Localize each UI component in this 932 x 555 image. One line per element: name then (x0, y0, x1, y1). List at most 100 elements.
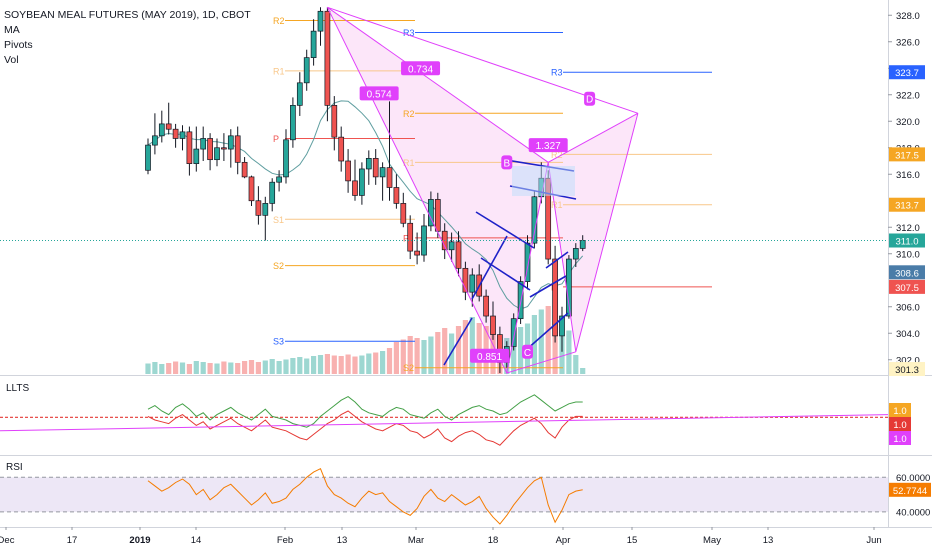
llts-magenta-line (0, 414, 889, 432)
ratio-label-box (401, 61, 441, 76)
candle-body (296, 82, 303, 106)
candle-body (483, 295, 489, 317)
pattern-point-box (584, 91, 596, 106)
chart-title[interactable]: SOYBEAN MEAL FUTURES (MAY 2019), 1D, CBO… (4, 9, 251, 21)
volume-bar (200, 362, 206, 374)
volume-bar (166, 363, 172, 374)
candle-body (255, 200, 262, 216)
indicator-pivots[interactable]: Pivots (4, 39, 33, 51)
pivot-label: S1 (273, 215, 284, 225)
channel-line (480, 257, 531, 291)
candle-body (317, 10, 324, 32)
volume-bar (421, 340, 427, 374)
volume-bar (207, 363, 213, 374)
price-badge (889, 65, 925, 80)
price-tick-label: 306.0 (896, 302, 920, 313)
pattern-point-label: B (503, 158, 510, 169)
time-tick-label: 13 (763, 535, 774, 546)
time-tick-label: Dec (0, 535, 15, 546)
pivot-label: P (273, 134, 279, 144)
candle-body (331, 104, 338, 138)
volume-bar (276, 361, 282, 374)
llts-badge-label: 1.0 (893, 406, 906, 417)
price-tick-label: 304.0 (896, 329, 920, 340)
price-badge-label: 313.7 (895, 201, 919, 212)
volume-bar (352, 356, 358, 374)
volume-bar (186, 364, 192, 374)
candle-body (455, 241, 462, 269)
volume-bar (290, 358, 296, 374)
pivot-label: S3 (273, 337, 284, 347)
volume-bar (145, 363, 151, 374)
rsi-tick-label: 40.0000 (896, 507, 930, 518)
candle-body (365, 158, 372, 170)
price-badge (889, 147, 925, 162)
price-badge (889, 233, 925, 248)
candle-body (448, 241, 455, 251)
price-badge (889, 279, 925, 294)
harmonic-bd-line (547, 112, 639, 163)
ratio-label: 0.851 (477, 352, 502, 363)
ratio-label-box (528, 138, 568, 153)
pattern-point-label: D (586, 95, 593, 106)
candle-body (579, 240, 586, 249)
ratio-label: 0.574 (367, 89, 392, 100)
price-tick-label: 316.0 (896, 170, 920, 181)
candle-body (172, 128, 179, 139)
volume-bar (311, 356, 317, 374)
channel-line (545, 251, 569, 269)
price-badge-label: 307.5 (895, 283, 919, 294)
candle-body (303, 57, 310, 84)
llts-badge (889, 417, 911, 431)
ratio-label: 1.327 (536, 141, 561, 152)
pivot-label: R2 (551, 150, 563, 160)
candle-body (359, 168, 365, 196)
pivot-label: R1 (403, 158, 415, 168)
candle-body (241, 161, 248, 178)
channel-line (443, 317, 473, 366)
pivot-label: R2 (273, 16, 285, 26)
volume-bar (159, 364, 165, 374)
harmonic-ac-line (506, 351, 576, 374)
llts-pane-title[interactable]: LLTS (6, 383, 30, 394)
price-tick-label: 312.0 (896, 223, 920, 234)
candle-body (186, 131, 193, 165)
channel-line (529, 275, 567, 298)
volume-bar (304, 358, 310, 374)
llts-green-line (147, 394, 583, 428)
ratio-label-box (359, 86, 399, 101)
volume-bar (373, 352, 379, 374)
channel-line (471, 235, 508, 300)
volume-bar (324, 354, 330, 374)
candle-body (276, 176, 282, 183)
volume-bar (221, 361, 227, 374)
price-badge (889, 362, 925, 377)
volume-bar (407, 336, 413, 374)
harmonic-xb-line (327, 6, 549, 163)
indicator-ma[interactable]: MA (4, 24, 20, 36)
candle-body (214, 147, 220, 161)
volume-bar (393, 342, 399, 374)
channel-zone (512, 166, 575, 196)
llts-badge (889, 431, 911, 445)
time-tick-label: Mar (408, 535, 424, 546)
indicator-vol[interactable]: Vol (4, 54, 19, 66)
candle-body (227, 135, 234, 150)
time-tick-label: May (703, 535, 721, 546)
candle-body (517, 281, 524, 320)
price-badge-label: 311.0 (895, 237, 918, 248)
rsi-pane-title[interactable]: RSI (6, 462, 23, 473)
time-tick-label: 13 (337, 535, 348, 546)
candle-body (310, 30, 317, 58)
candle-body (290, 104, 296, 141)
volume-bar (214, 363, 220, 374)
candle-body (414, 250, 420, 256)
candle-body (324, 10, 331, 106)
rsi-tick-label: 60.0000 (896, 473, 930, 484)
candle-body (490, 315, 496, 335)
pattern-point-box (522, 344, 533, 359)
ratio-label-box (470, 348, 510, 363)
pivot-label: R2 (403, 109, 415, 119)
